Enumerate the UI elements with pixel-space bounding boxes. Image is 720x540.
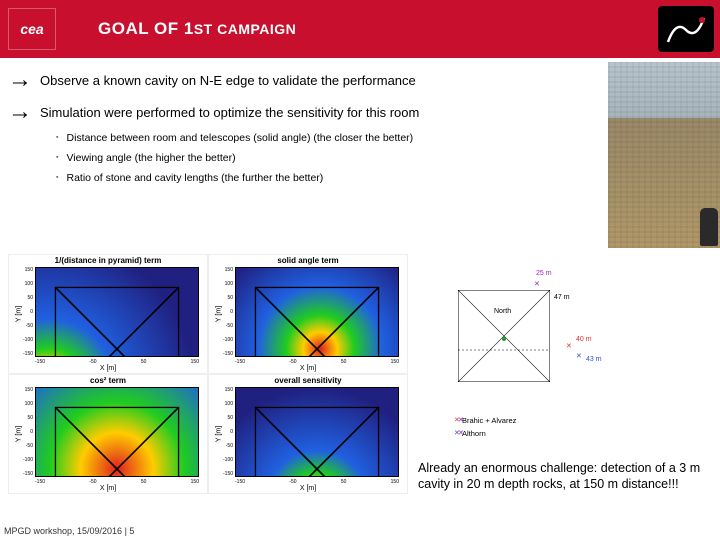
chart-xlabel: X [m] xyxy=(300,365,316,372)
arrow-icon: → xyxy=(8,100,32,124)
chart-yticks: 150100500-50-100-150 xyxy=(23,267,33,357)
chart-3: cos² term Y [m] 150100500-50-100-150 -15… xyxy=(8,374,208,494)
content-area: → Observe a known cavity on N-E edge to … xyxy=(0,58,720,184)
title-main: GOAL OF xyxy=(98,19,184,38)
title-suffix: ST CAMPAIGN xyxy=(194,21,296,37)
label-43m: 43 m xyxy=(586,356,602,363)
label-47m: 47 m xyxy=(554,294,570,301)
chart-4-plot xyxy=(235,387,399,477)
label-25m: 25 m xyxy=(536,270,552,277)
title-num: 1 xyxy=(184,19,194,38)
footer-page: | 5 xyxy=(125,526,135,536)
arrow-icon: → xyxy=(8,68,32,92)
header-bar: GOAL OF 1ST CAMPAIGN xyxy=(0,0,720,58)
chart-xlabel: X [m] xyxy=(300,485,316,492)
logo-right xyxy=(658,6,714,52)
marker-blue-legend: ✕ xyxy=(454,429,462,437)
chart-3-title: cos² term xyxy=(90,376,126,385)
pyramid-diagram: 25 m ✕ 47 m North ✕ 40 m ✕ 43 m ✕ ✕ Brah… xyxy=(420,264,610,464)
bullet-1: → Observe a known cavity on N-E edge to … xyxy=(8,68,720,92)
chart-2: solid angle term Y [m] 150100500-50-100-… xyxy=(208,254,408,374)
chart-ylabel: Y [m] xyxy=(16,426,23,442)
marker-red: ✕ xyxy=(566,342,574,350)
sub-item-1: Distance between room and telescopes (so… xyxy=(56,132,720,144)
chart-1: 1/(distance in pyramid) term Y [m] 15010… xyxy=(8,254,208,374)
chart-4-title: overall sensitivity xyxy=(274,376,341,385)
chart-ylabel: Y [m] xyxy=(216,426,223,442)
legend-row-2: ✕ ✕ Althorn xyxy=(458,429,516,438)
chart-3-plot xyxy=(35,387,199,477)
footer-text: MPGD workshop, 15/09/2016 xyxy=(4,526,122,536)
challenge-text: Already an enormous challenge: detection… xyxy=(418,460,710,493)
chart-4: overall sensitivity Y [m] 150100500-50-1… xyxy=(208,374,408,494)
sub-list: Distance between room and telescopes (so… xyxy=(56,132,720,184)
chart-1-title: 1/(distance in pyramid) term xyxy=(55,256,162,265)
legend-block: ✕ ✕ Brahic + Alvarez ✕ ✕ Althorn xyxy=(458,416,516,438)
chart-2-plot xyxy=(235,267,399,357)
charts-grid: 1/(distance in pyramid) term Y [m] 15010… xyxy=(8,254,408,494)
sub-item-3: Ratio of stone and cavity lengths (the f… xyxy=(56,172,720,184)
slide-title: GOAL OF 1ST CAMPAIGN xyxy=(98,19,296,39)
sub-item-2: Viewing angle (the higher the better) xyxy=(56,152,720,164)
chart-2-title: solid angle term xyxy=(277,256,338,265)
chart-xticks: -150-5050150 xyxy=(235,359,399,365)
bullet-1-text: Observe a known cavity on N-E edge to va… xyxy=(40,68,416,90)
marker-blue: ✕ xyxy=(576,352,584,360)
logo-cea xyxy=(8,8,56,50)
chart-yticks: 150100500-50-100-150 xyxy=(223,267,233,357)
chart-xticks: -150-5050150 xyxy=(235,479,399,485)
marker-red-legend: ✕ xyxy=(454,416,462,424)
pyramid-svg xyxy=(458,290,550,382)
label-40m: 40 m xyxy=(576,336,592,343)
chart-ylabel: Y [m] xyxy=(216,306,223,322)
marker-purple-1: ✕ xyxy=(534,280,542,288)
chart-xticks: -150-5050150 xyxy=(35,359,199,365)
chart-ylabel: Y [m] xyxy=(16,306,23,322)
legend-row-1: ✕ ✕ Brahic + Alvarez xyxy=(458,416,516,425)
chart-yticks: 150100500-50-100-150 xyxy=(223,387,233,477)
footer: MPGD workshop, 15/09/2016 | 5 xyxy=(4,526,134,536)
chart-1-plot xyxy=(35,267,199,357)
bullet-2-text: Simulation were performed to optimize th… xyxy=(40,100,419,122)
legend-1-text: Brahic + Alvarez xyxy=(462,416,516,425)
bullet-2: → Simulation were performed to optimize … xyxy=(8,100,720,124)
chart-xticks: -150-5050150 xyxy=(35,479,199,485)
chart-xlabel: X [m] xyxy=(100,485,116,492)
chart-xlabel: X [m] xyxy=(100,365,116,372)
chart-yticks: 150100500-50-100-150 xyxy=(23,387,33,477)
